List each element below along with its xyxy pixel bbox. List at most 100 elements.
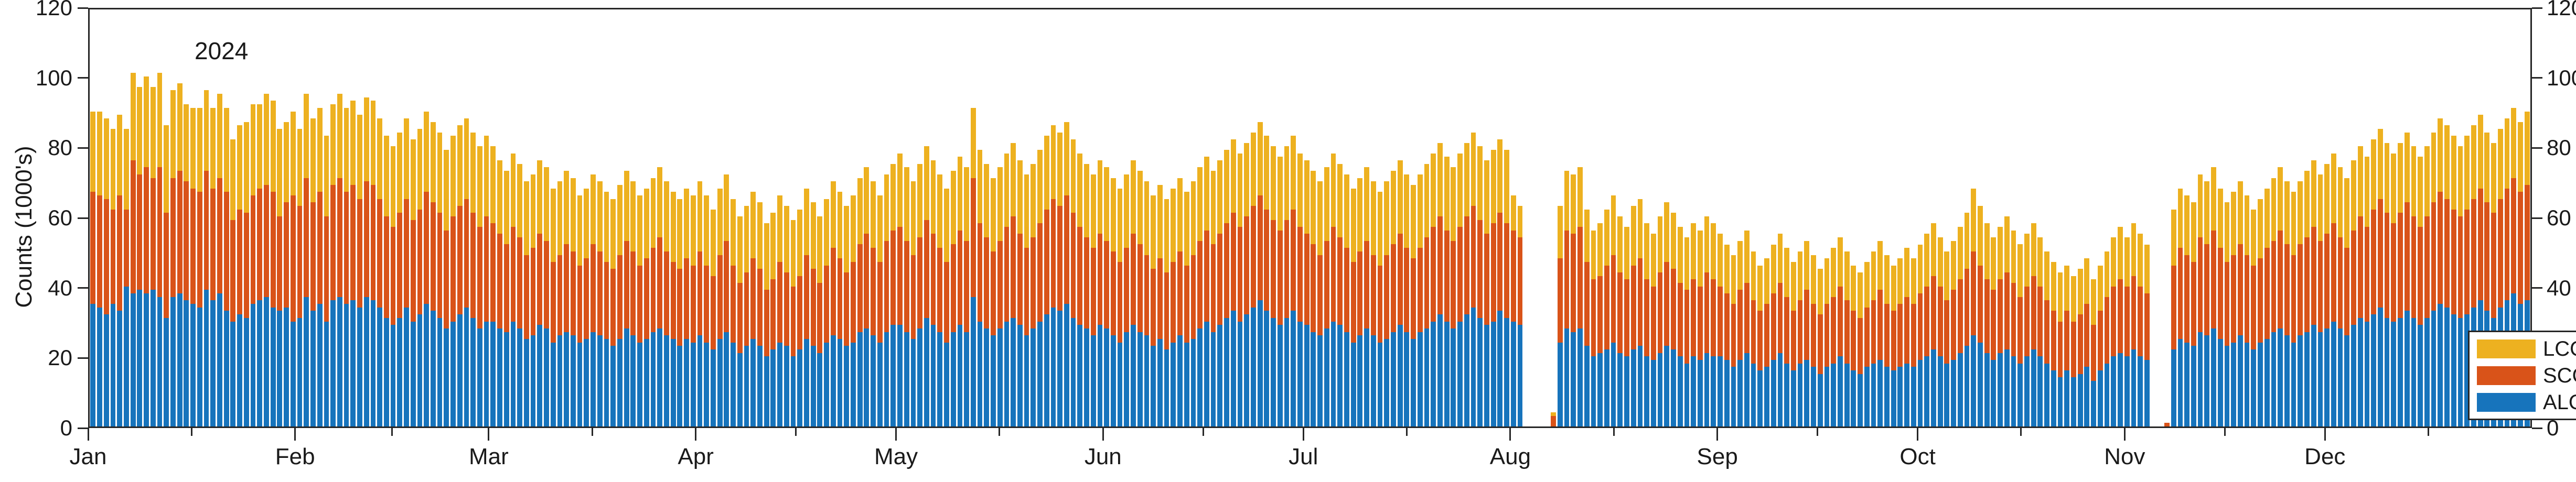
bar-segment-alo bbox=[1437, 314, 1443, 426]
bar-segment-sco bbox=[1050, 199, 1056, 308]
bar-segment-alo bbox=[737, 353, 743, 426]
bar-segment-alo bbox=[824, 342, 829, 426]
bar-segment-alo bbox=[557, 335, 563, 426]
bar-day bbox=[1150, 9, 1157, 426]
bar-segment-alo bbox=[1951, 360, 1956, 426]
stacked-bar bbox=[591, 174, 596, 426]
y-tick-left bbox=[78, 287, 88, 289]
bar-segment-alo bbox=[1510, 321, 1516, 426]
bar-day bbox=[2304, 9, 2311, 426]
y-tick-label-right: 40 bbox=[2547, 275, 2571, 300]
bar-segment-alo bbox=[2438, 304, 2443, 426]
bar-segment-sco bbox=[1230, 213, 1236, 311]
bar-day bbox=[1410, 9, 1417, 426]
x-tick-month bbox=[1302, 428, 1304, 441]
x-month-label: Nov bbox=[2104, 444, 2145, 469]
bar-day bbox=[1904, 9, 1910, 426]
stacked-bar bbox=[2457, 146, 2463, 426]
bar-segment-sco bbox=[1490, 223, 1496, 322]
bar-day bbox=[583, 9, 590, 426]
bar-segment-alo bbox=[337, 297, 342, 426]
bar-day bbox=[1497, 9, 1504, 426]
bar-segment-sco bbox=[2351, 230, 2356, 325]
bar-segment-sco bbox=[1070, 213, 1076, 318]
stacked-bar bbox=[1117, 188, 1123, 426]
bar-day bbox=[1223, 9, 1230, 426]
bar-day bbox=[1797, 9, 1804, 426]
bar-segment-alo bbox=[1764, 367, 1769, 426]
bar-segment-lco bbox=[1944, 251, 1950, 301]
bar-segment-sco bbox=[1037, 223, 1043, 322]
bar-segment-sco bbox=[1471, 205, 1476, 308]
bar-segment-lco bbox=[884, 174, 889, 241]
bar-segment-sco bbox=[904, 240, 909, 332]
bar-segment-lco bbox=[650, 178, 656, 248]
bar-day bbox=[2457, 9, 2464, 426]
bar-segment-lco bbox=[1597, 223, 1603, 276]
bar-segment-lco bbox=[2077, 269, 2083, 315]
bar-day bbox=[2417, 9, 2424, 426]
bar-day bbox=[850, 9, 857, 426]
stacked-bar bbox=[170, 90, 176, 426]
bar-segment-alo bbox=[890, 325, 896, 426]
bar-day bbox=[183, 9, 190, 426]
stacked-bar bbox=[2091, 279, 2096, 426]
bar-segment-lco bbox=[1011, 143, 1016, 217]
bar-day bbox=[2250, 9, 2257, 426]
bar-day bbox=[2190, 9, 2197, 426]
bar-segment-lco bbox=[2324, 163, 2330, 234]
y-tick-label-left: 80 bbox=[48, 135, 72, 160]
bar-segment-sco bbox=[1917, 293, 1923, 360]
bar-day bbox=[643, 9, 650, 426]
bar-segment-sco bbox=[2491, 213, 2496, 318]
bar-segment-alo bbox=[1264, 311, 1270, 426]
bar-segment-alo bbox=[1251, 307, 1256, 426]
stacked-bar bbox=[1104, 167, 1110, 426]
stacked-bar bbox=[750, 192, 756, 426]
stacked-bar bbox=[1917, 244, 1923, 426]
stacked-bar bbox=[884, 174, 889, 426]
bar-segment-lco bbox=[2124, 237, 2130, 287]
bar-segment-lco bbox=[2044, 251, 2049, 301]
stacked-bar bbox=[1044, 136, 1049, 426]
bar-segment-sco bbox=[1891, 311, 1896, 371]
bar-segment-lco bbox=[1017, 160, 1023, 234]
bar-segment-sco bbox=[530, 248, 536, 336]
stacked-bar bbox=[1644, 223, 1650, 426]
bar-segment-lco bbox=[1451, 167, 1456, 241]
stacked-bar bbox=[1604, 209, 1609, 426]
bar-day bbox=[2064, 9, 2070, 426]
bar-segment-sco bbox=[1831, 297, 1837, 364]
bar-segment-sco bbox=[184, 181, 189, 301]
bar-segment-lco bbox=[1991, 237, 1997, 290]
stacked-bar bbox=[1251, 132, 1256, 426]
bar-day bbox=[1870, 9, 1877, 426]
stacked-bar bbox=[1998, 227, 2003, 426]
bar-segment-lco bbox=[777, 195, 782, 262]
bar-segment-sco bbox=[1377, 265, 1383, 343]
bar-segment-sco bbox=[2271, 240, 2277, 332]
bar-segment-sco bbox=[550, 261, 556, 343]
stacked-bar bbox=[650, 178, 656, 426]
bar-segment-lco bbox=[2424, 146, 2430, 217]
stacked-bar bbox=[1817, 269, 1823, 426]
bar-segment-sco bbox=[1858, 317, 1863, 374]
bar-day bbox=[1270, 9, 1277, 426]
stacked-bar bbox=[464, 118, 469, 426]
bar-day bbox=[930, 9, 937, 426]
bar-segment-sco bbox=[1044, 209, 1049, 315]
bar-segment-lco bbox=[1317, 181, 1323, 255]
bar-segment-lco bbox=[357, 115, 362, 199]
bar-segment-lco bbox=[503, 171, 509, 245]
bar-segment-sco bbox=[2044, 300, 2049, 364]
bar-segment-lco bbox=[2304, 171, 2310, 238]
bar-segment-alo bbox=[2324, 328, 2330, 426]
stacked-bar bbox=[117, 115, 123, 426]
bar-segment-sco bbox=[1637, 258, 1643, 346]
bar-segment-alo bbox=[1617, 353, 1623, 426]
bar-segment-sco bbox=[2118, 279, 2123, 353]
bar-segment-lco bbox=[1157, 184, 1163, 259]
stacked-bar bbox=[1804, 240, 1810, 426]
bar-segment-lco bbox=[184, 104, 189, 182]
